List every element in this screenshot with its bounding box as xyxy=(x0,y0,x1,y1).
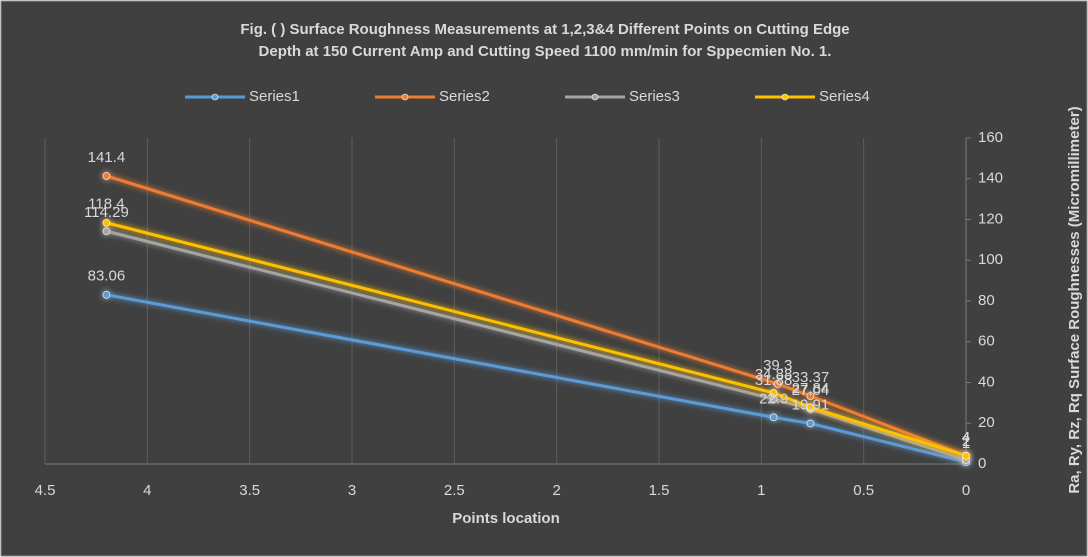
data-point xyxy=(962,452,970,460)
x-tick-label: 3.5 xyxy=(239,482,260,499)
x-tick-label: 1 xyxy=(757,482,765,499)
chart-title: Depth at 150 Current Amp and Cutting Spe… xyxy=(259,43,832,60)
y-tick-label: 120 xyxy=(978,210,1003,227)
x-tick-label: 2.5 xyxy=(444,482,465,499)
data-point xyxy=(102,172,111,180)
x-tick-label: 3 xyxy=(348,482,356,499)
data-label: 1 xyxy=(962,435,970,452)
y-tick-label: 0 xyxy=(978,455,986,472)
series xyxy=(102,290,970,466)
legend-marker xyxy=(591,93,599,101)
y-tick-label: 60 xyxy=(978,333,995,350)
x-tick-label: 1.5 xyxy=(649,482,670,499)
data-label: 34.88 xyxy=(755,366,793,383)
series-line xyxy=(106,229,967,462)
data-label: 141.4 xyxy=(88,149,126,166)
data-label: 4 xyxy=(962,429,970,446)
series-line xyxy=(105,174,967,458)
y-tick-label: 20 xyxy=(978,414,995,431)
legend-label: Series4 xyxy=(819,88,870,105)
series-line xyxy=(106,293,967,464)
y-tick-label: 40 xyxy=(978,373,995,390)
x-axis-title: Points location xyxy=(452,510,560,527)
chart-title: Fig. ( ) Surface Roughness Measurements … xyxy=(240,21,849,38)
data-label: 2 xyxy=(962,433,970,450)
data-label: 19.91 xyxy=(792,396,830,413)
x-tick-label: 0.5 xyxy=(853,482,874,499)
data-point xyxy=(806,419,815,428)
data-label: 4 xyxy=(962,429,970,446)
data-point xyxy=(806,392,815,400)
data-point xyxy=(769,413,778,422)
legend-marker xyxy=(211,93,219,101)
data-label: 83.06 xyxy=(88,268,126,285)
data-point xyxy=(806,403,815,412)
legend-label: Series2 xyxy=(439,88,490,105)
legend-label: Series1 xyxy=(249,88,300,105)
y-axis-title: Ra, Ry, Rz, Rq Surface Roughnesses (Micr… xyxy=(1066,106,1083,493)
series-line xyxy=(106,221,967,458)
data-point xyxy=(773,380,782,388)
y-tick-label: 140 xyxy=(978,170,1003,187)
legend-marker xyxy=(781,93,789,101)
data-label: 118.4 xyxy=(88,196,124,213)
data-label: 27.84 xyxy=(792,380,830,397)
data-point xyxy=(102,290,111,299)
data-label: 114.29 xyxy=(84,204,129,221)
y-tick-label: 100 xyxy=(978,251,1003,268)
data-point xyxy=(102,218,111,227)
data-label: 27.04 xyxy=(792,382,830,399)
legend-label: Series3 xyxy=(629,88,680,105)
data-point xyxy=(769,389,778,397)
data-label: 39.3 xyxy=(763,357,792,374)
x-tick-label: 0 xyxy=(962,482,970,499)
data-point xyxy=(102,227,111,235)
data-label: 22.9 xyxy=(759,390,788,407)
y-tick-label: 80 xyxy=(978,292,995,309)
x-tick-label: 2 xyxy=(552,482,560,499)
data-label: 31.88 xyxy=(755,372,793,389)
x-tick-label: 4 xyxy=(143,482,151,499)
data-label: 33.37 xyxy=(792,369,830,386)
y-tick-label: 160 xyxy=(978,129,1003,146)
legend-marker xyxy=(401,93,409,101)
series xyxy=(102,218,970,460)
x-tick-label: 4.5 xyxy=(35,482,56,499)
